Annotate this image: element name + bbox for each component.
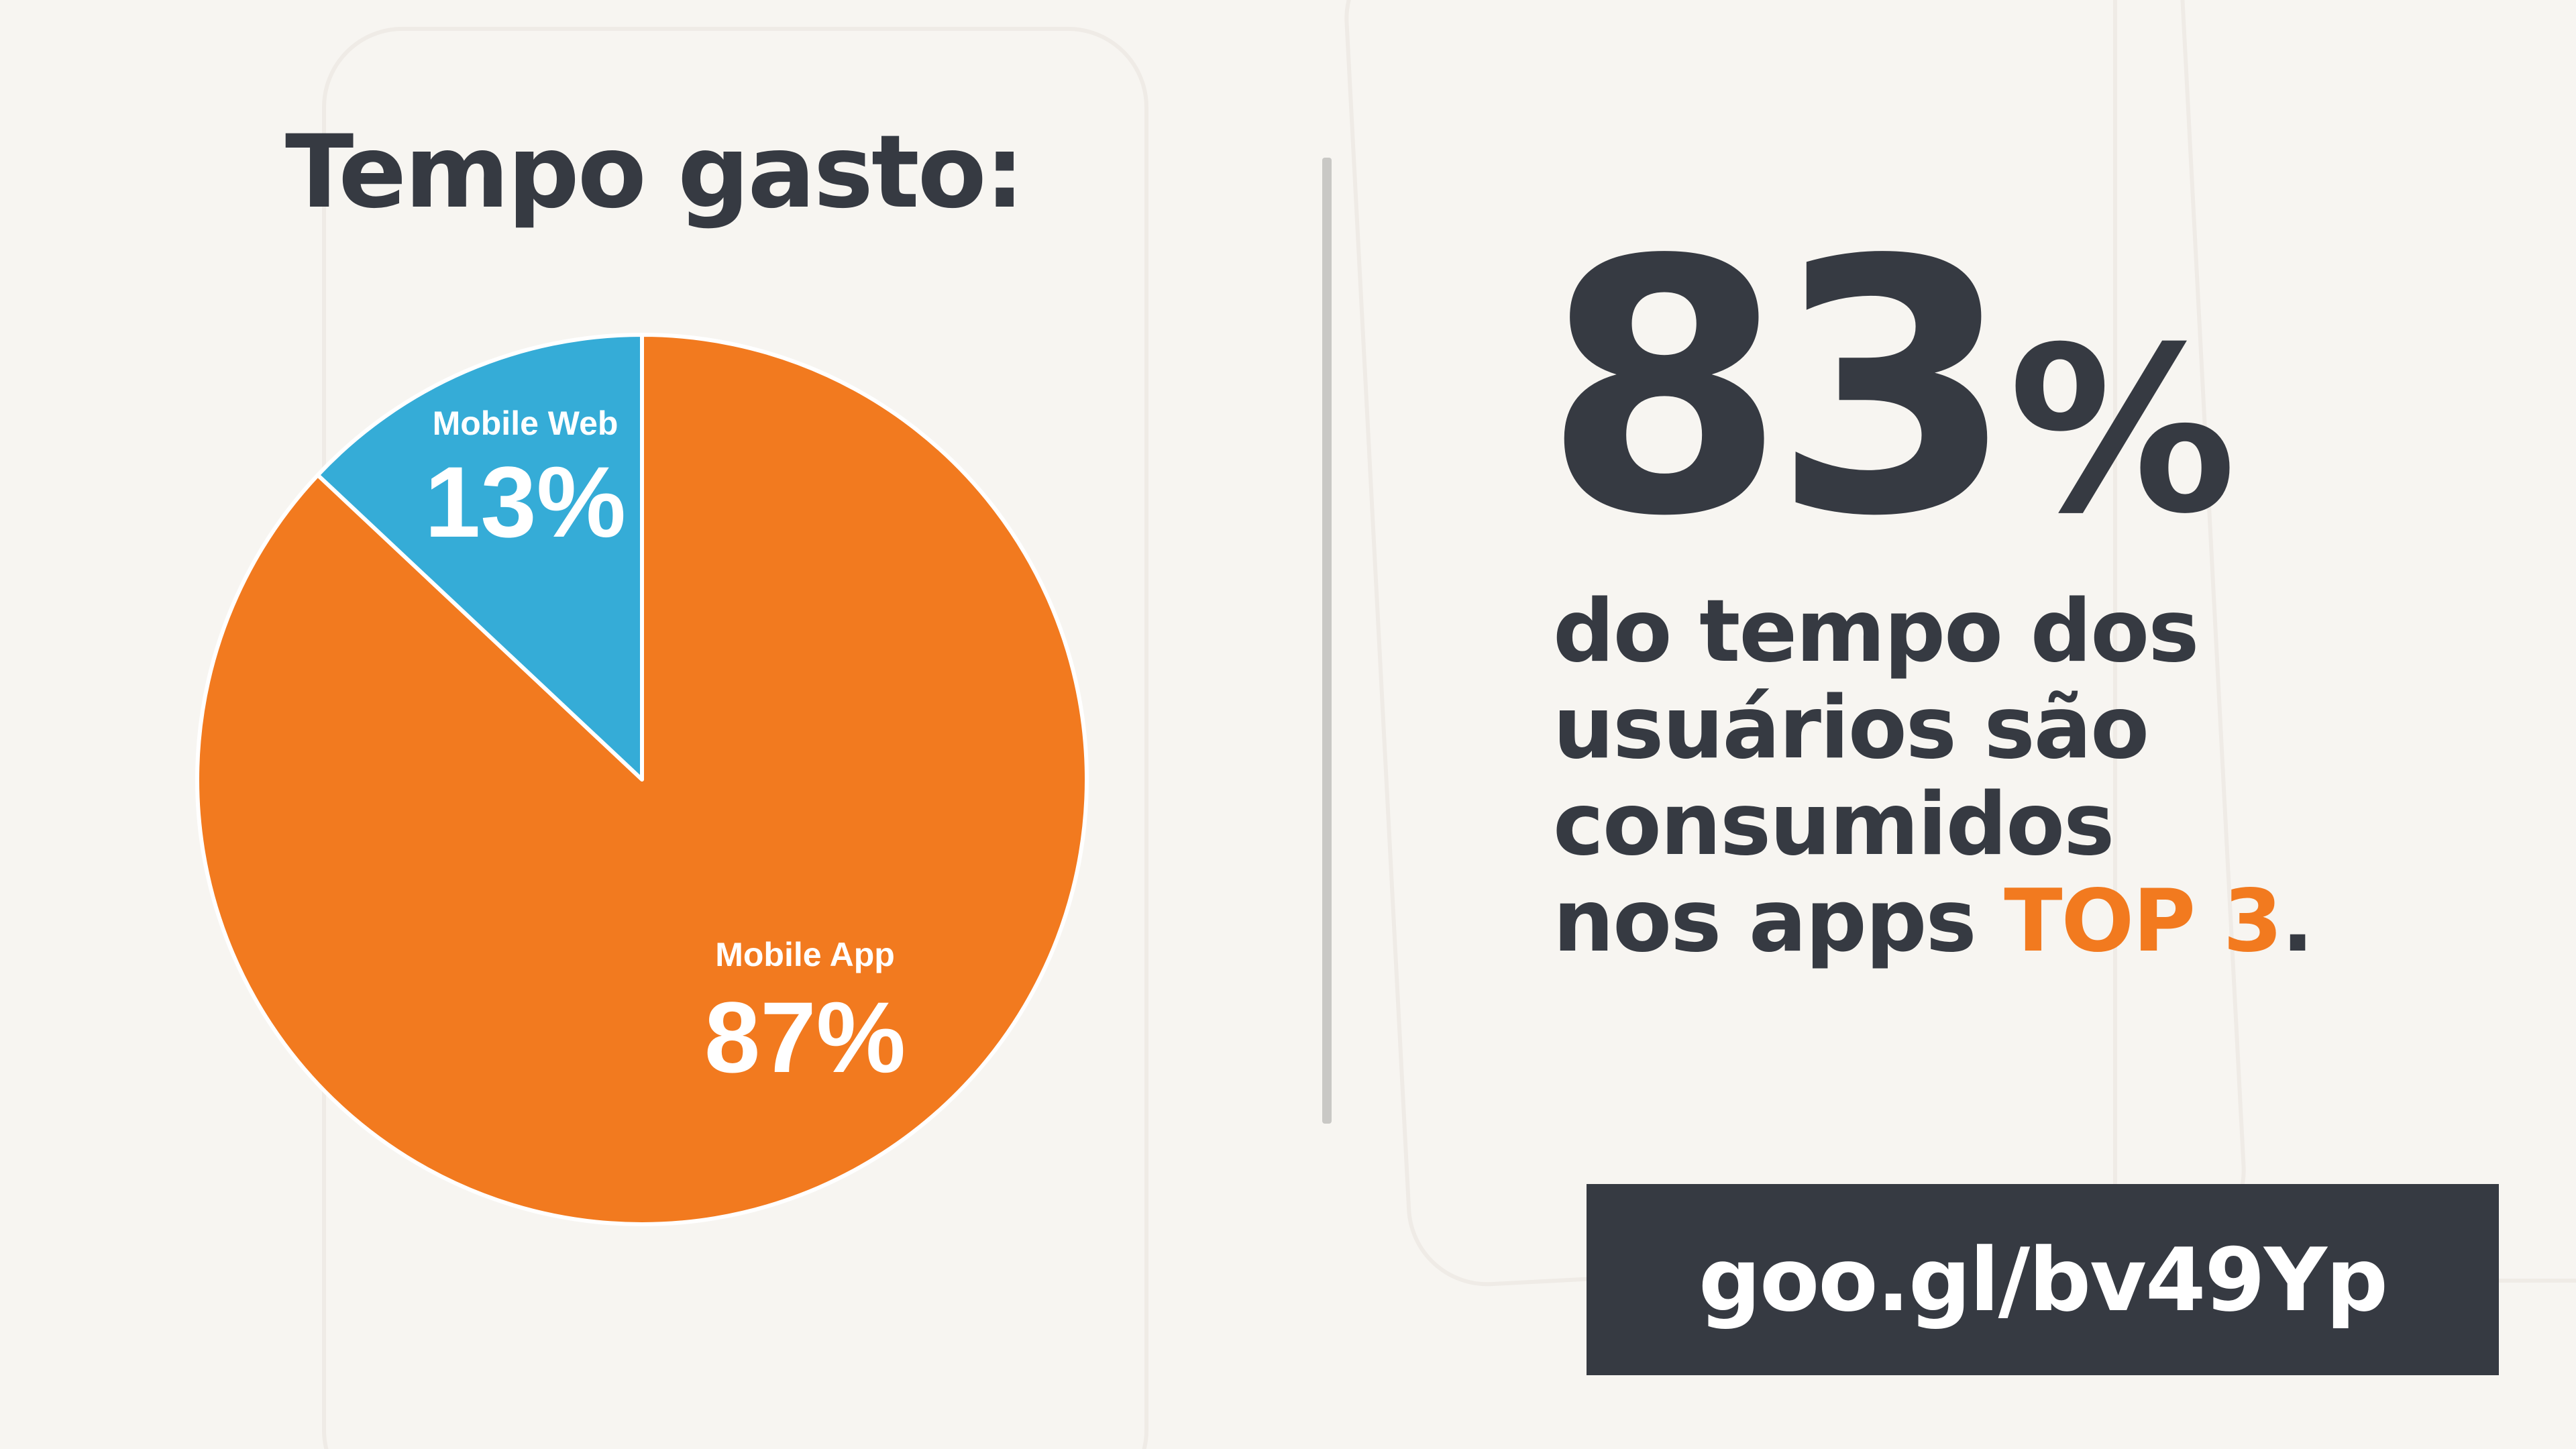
vertical-divider	[1322, 158, 1332, 1124]
stat-highlight: TOP 3	[2004, 871, 2283, 971]
chart-title: Tempo gasto:	[285, 114, 1025, 231]
short-link-text[interactable]: goo.gl/bv49Yp	[1698, 1228, 2388, 1331]
pie-value-mobile-app: 87%	[704, 981, 906, 1093]
stat-description-line: do tempo dos	[1553, 582, 2199, 682]
stat-description-prefix: nos apps	[1553, 871, 2004, 971]
pie-value-mobile-web: 13%	[425, 445, 626, 558]
pie-label-mobile-app: Mobile App	[715, 936, 895, 973]
stat-description: do tempo dos usuários são consumidos nos…	[1553, 582, 2314, 971]
stat-description-line: nos apps TOP 3.	[1553, 871, 2314, 971]
stat-percent-sign: %	[2008, 299, 2237, 564]
stat-description-suffix: .	[2281, 871, 2314, 971]
big-statistic: 83%	[1543, 215, 2237, 564]
pie-label-mobile-web: Mobile Web	[433, 405, 619, 442]
pie-slice-mobile-web	[315, 333, 644, 782]
short-link[interactable]: goo.gl/bv49Yp	[1587, 1184, 2499, 1375]
stat-description-line: consumidos	[1553, 775, 2114, 875]
stat-number: 83	[1543, 186, 2015, 592]
stat-description-line: usuários são	[1553, 678, 2149, 778]
